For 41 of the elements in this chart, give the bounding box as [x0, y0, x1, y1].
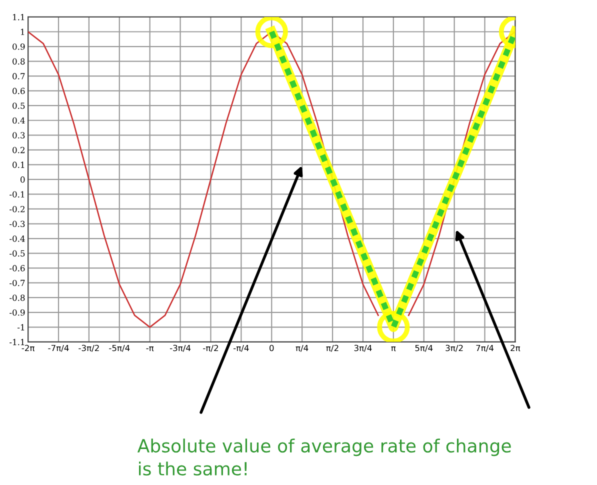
- x-tick-label: 7π/4: [476, 344, 494, 352]
- x-tick-label: -π: [146, 346, 154, 352]
- x-tick-label: π: [391, 346, 396, 352]
- y-tick-label: 0.6: [12, 88, 25, 94]
- x-tick-label: 3π/4: [354, 344, 372, 352]
- x-tick-label: -3π/4: [170, 344, 191, 352]
- y-tick-label: 1: [20, 28, 24, 35]
- y-tick-label: 0.7: [12, 73, 25, 80]
- y-tick-label: -0.2: [10, 206, 24, 212]
- y-tick-label: 0.1: [12, 162, 24, 168]
- x-tick-label: -2π: [22, 344, 34, 352]
- y-tick-label: 0.5: [12, 102, 25, 109]
- x-tick-label: -π/4: [234, 344, 249, 352]
- y-tick-label: -0.4: [10, 236, 25, 242]
- x-tick-label: 2π: [510, 344, 520, 352]
- y-tick-label: 0.3: [12, 132, 25, 138]
- y-tick-label: 0.9: [12, 43, 25, 50]
- x-tick-label: 5π/4: [415, 344, 433, 352]
- y-tick-label: -0.8: [10, 294, 25, 301]
- y-tick-label: -0.5: [10, 250, 25, 257]
- x-tick-label: -π/2: [203, 344, 218, 352]
- y-tick-label: 0.8: [12, 58, 25, 65]
- y-tick-label: -0.6: [10, 265, 25, 272]
- x-tick-label: π/4: [296, 344, 308, 352]
- x-tick-label: -7π/4: [48, 344, 69, 352]
- y-tick-label: -0.1: [10, 191, 24, 198]
- y-tick-label: 0: [20, 176, 25, 183]
- x-tick-label: -5π/4: [109, 344, 130, 352]
- y-tick-label: 0.2: [12, 146, 24, 154]
- x-tick-label: π/2: [326, 344, 338, 352]
- y-tick-label: 0.4: [12, 117, 25, 124]
- y-tick-label: 1.1: [13, 14, 24, 20]
- x-tick-label: 0: [270, 344, 274, 352]
- x-tick-label: -3π/2: [78, 344, 99, 352]
- x-tick-label: 3π/2: [446, 344, 463, 352]
- y-tick-label: -1.1: [10, 338, 24, 346]
- y-tick-label: -0.7: [10, 280, 25, 286]
- y-tick-label: -0.9: [10, 309, 25, 316]
- text: Absolute value of average rate of change is the same!: [137, 438, 511, 476]
- y-tick-label: -0.3: [10, 220, 25, 228]
- y-tick-label: -1: [18, 324, 24, 330]
